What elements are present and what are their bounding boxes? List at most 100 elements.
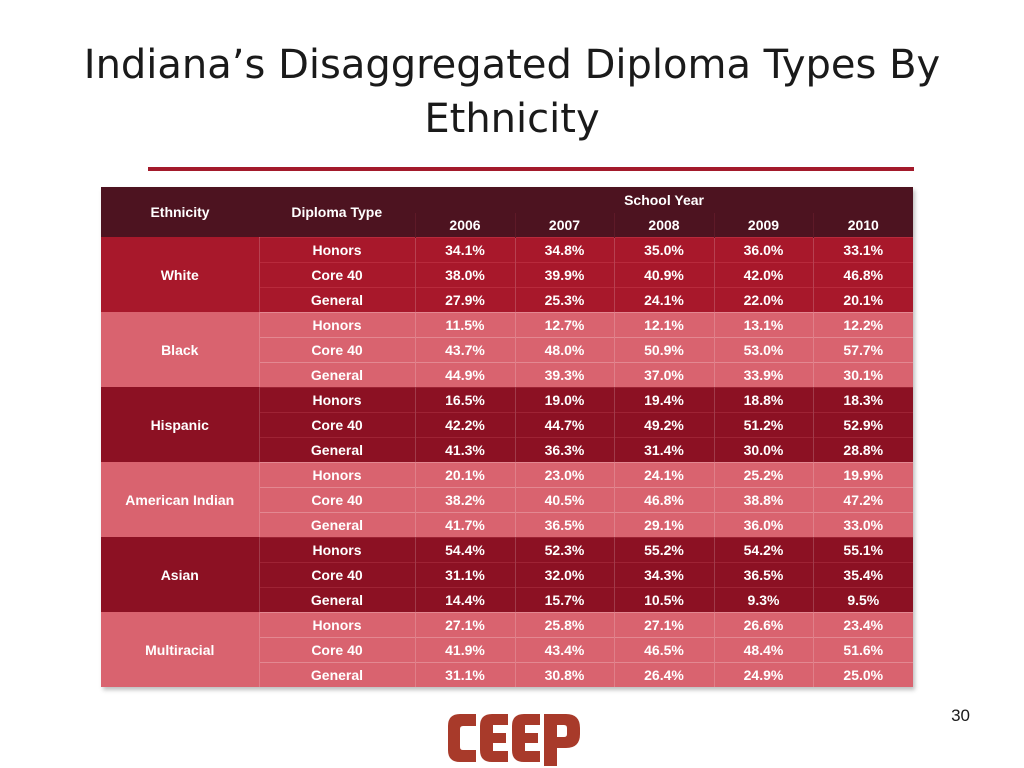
percent-cell: 35.0% (613, 236, 714, 262)
percent-cell: 24.1% (613, 461, 714, 487)
percent-cell: 24.1% (613, 286, 714, 312)
percent-cell: 54.2% (713, 536, 813, 562)
percent-cell: 39.3% (514, 361, 614, 387)
percent-cell: 35.4% (812, 561, 914, 587)
percent-cell: 19.9% (812, 461, 914, 487)
percent-cell: 12.2% (812, 311, 914, 337)
percent-cell: 50.9% (613, 336, 714, 362)
percent-cell: 24.9% (713, 661, 813, 687)
table-row: Core 40 41.9% 43.4% 46.5% 48.4% 51.6% (101, 636, 914, 662)
percent-cell: 51.2% (713, 411, 813, 437)
percent-cell: 20.1% (812, 286, 914, 312)
header-year: 2007 (514, 213, 614, 237)
percent-cell: 57.7% (812, 336, 914, 362)
diploma-types-table: Ethnicity Diploma Type School Year 2006 … (101, 187, 914, 687)
percent-cell: 12.7% (514, 311, 614, 337)
percent-cell: 38.0% (414, 261, 515, 287)
percent-cell: 12.1% (613, 311, 714, 337)
percent-cell: 47.2% (812, 486, 914, 512)
diploma-type-cell: Honors (258, 611, 415, 637)
ethnicity-cell: Asian (101, 537, 259, 612)
percent-cell: 28.8% (812, 436, 914, 462)
percent-cell: 31.1% (414, 661, 515, 687)
header-year: 2008 (613, 213, 714, 237)
table-row: General 41.3% 36.3% 31.4% 30.0% 28.8% (101, 436, 914, 462)
percent-cell: 16.5% (414, 386, 515, 412)
diploma-type-cell: Core 40 (258, 561, 415, 587)
table-row: Multiracial Honors 27.1% 25.8% 27.1% 26.6% 23.… (101, 611, 914, 687)
percent-cell: 48.4% (713, 636, 813, 662)
percent-cell: 18.8% (713, 386, 813, 412)
slide-title: Indiana’s Disaggregated Diploma Types By… (83, 42, 941, 142)
percent-cell: 42.2% (414, 411, 515, 437)
percent-cell: 34.3% (613, 561, 714, 587)
header-year: 2006 (414, 213, 515, 237)
percent-cell: 41.7% (414, 511, 515, 537)
percent-cell: 33.1% (812, 236, 914, 262)
percent-cell: 36.5% (514, 511, 614, 537)
percent-cell: 46.5% (613, 636, 714, 662)
percent-cell: 13.1% (713, 311, 813, 337)
percent-cell: 46.8% (812, 261, 914, 287)
percent-cell: 41.9% (414, 636, 515, 662)
percent-cell: 55.1% (812, 536, 914, 562)
percent-cell: 34.8% (514, 236, 614, 262)
percent-cell: 39.9% (514, 261, 614, 287)
percent-cell: 52.9% (812, 411, 914, 437)
percent-cell: 27.9% (414, 286, 515, 312)
diploma-type-cell: General (258, 661, 415, 687)
table-row: General 44.9% 39.3% 37.0% 33.9% 30.1% (101, 361, 914, 387)
percent-cell: 36.0% (713, 511, 813, 537)
percent-cell: 29.1% (613, 511, 714, 537)
percent-cell: 25.8% (514, 611, 614, 637)
diploma-type-cell: Core 40 (258, 486, 415, 512)
table-row: American Indian Honors 20.1% 23.0% 24.1% 25.2… (101, 461, 914, 537)
diploma-type-cell: Core 40 (258, 336, 415, 362)
diploma-type-cell: Honors (258, 536, 415, 562)
percent-cell: 11.5% (414, 311, 515, 337)
diploma-type-cell: Core 40 (258, 261, 415, 287)
percent-cell: 31.4% (613, 436, 714, 462)
percent-cell: 30.1% (812, 361, 914, 387)
table-row: General 41.7% 36.5% 29.1% 36.0% 33.0% (101, 511, 914, 537)
percent-cell: 33.9% (713, 361, 813, 387)
percent-cell: 43.4% (514, 636, 614, 662)
diploma-type-cell: General (258, 511, 415, 537)
percent-cell: 44.9% (414, 361, 515, 387)
percent-cell: 25.0% (812, 661, 914, 687)
percent-cell: 22.0% (713, 286, 813, 312)
percent-cell: 23.4% (812, 611, 914, 637)
percent-cell: 44.7% (514, 411, 614, 437)
percent-cell: 51.6% (812, 636, 914, 662)
diploma-type-cell: Core 40 (258, 411, 415, 437)
percent-cell: 9.3% (713, 586, 813, 612)
percent-cell: 30.8% (514, 661, 614, 687)
percent-cell: 37.0% (613, 361, 714, 387)
ethnicity-cell: American Indian (101, 462, 259, 537)
header-ethnicity: Ethnicity (101, 187, 259, 237)
percent-cell: 26.4% (613, 661, 714, 687)
percent-cell: 9.5% (812, 586, 914, 612)
percent-cell: 14.4% (414, 586, 515, 612)
header-year: 2010 (812, 213, 914, 237)
percent-cell: 27.1% (414, 611, 515, 637)
diploma-type-cell: General (258, 586, 415, 612)
percent-cell: 20.1% (414, 461, 515, 487)
percent-cell: 52.3% (514, 536, 614, 562)
ethnicity-cell: White (101, 237, 259, 312)
table-row: Asian Honors 54.4% 52.3% 55.2% 54.2% 55.1% (101, 536, 914, 612)
percent-cell: 19.4% (613, 386, 714, 412)
ceep-logo (448, 714, 580, 766)
page-number: 30 (951, 706, 970, 725)
percent-cell: 25.2% (713, 461, 813, 487)
percent-cell: 19.0% (514, 386, 614, 412)
header-year: 2009 (713, 213, 813, 237)
header-school-year: School Year (415, 187, 914, 213)
percent-cell: 10.5% (613, 586, 714, 612)
table-row: General 14.4% 15.7% 10.5% 9.3% 9.5% (101, 586, 914, 612)
percent-cell: 40.9% (613, 261, 714, 287)
percent-cell: 31.1% (414, 561, 515, 587)
percent-cell: 48.0% (514, 336, 614, 362)
percent-cell: 36.0% (713, 236, 813, 262)
percent-cell: 54.4% (414, 536, 515, 562)
